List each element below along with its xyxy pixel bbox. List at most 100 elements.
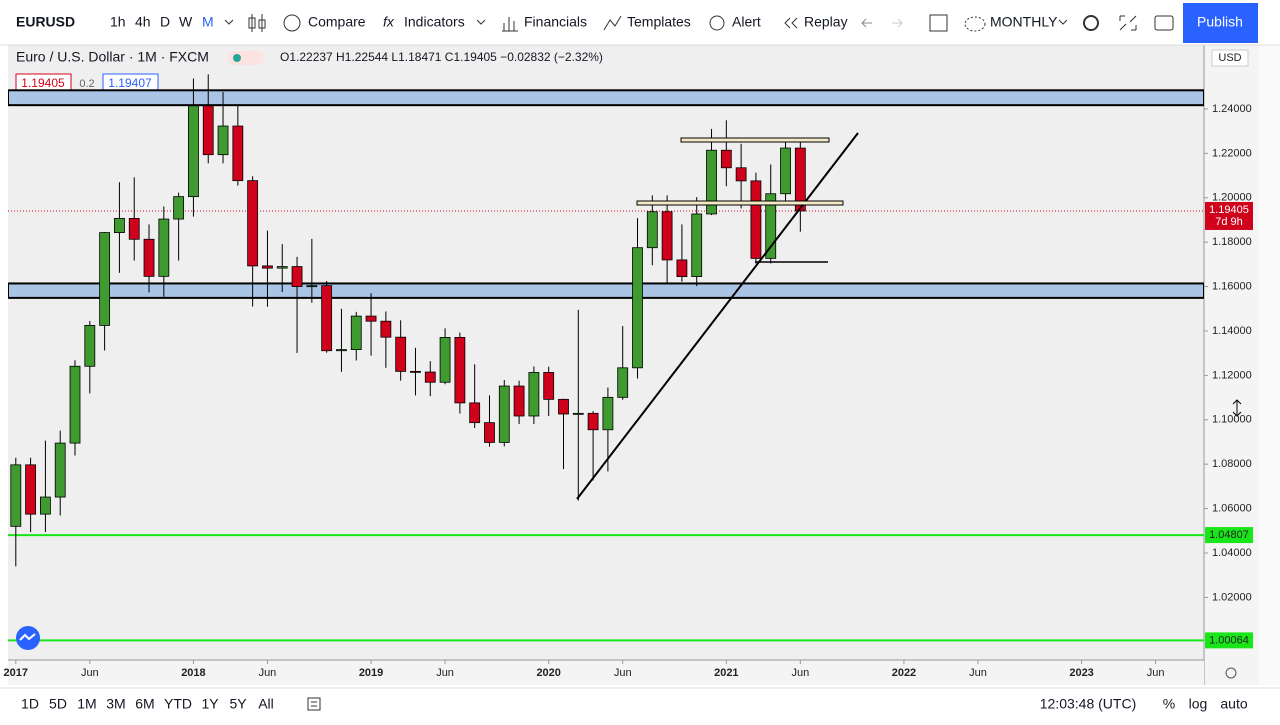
candle-body <box>217 125 229 156</box>
candle-body <box>158 218 170 277</box>
replay-button[interactable]: Replay <box>804 14 848 30</box>
interval[interactable]: D <box>160 14 170 30</box>
undo-icon[interactable] <box>861 18 872 28</box>
dropdown-icon <box>1058 19 1068 25</box>
axis-settings[interactable] <box>1225 667 1237 679</box>
compare-button[interactable]: Compare <box>308 14 366 30</box>
x-tick-label: 2023 <box>1069 667 1093 679</box>
countdown: 7d 9h <box>1215 216 1243 228</box>
candle-body <box>484 422 495 443</box>
templates-button[interactable]: Templates <box>627 14 691 30</box>
layout-name[interactable]: MONTHLY <box>990 14 1058 30</box>
log-toggle[interactable]: log <box>1189 696 1208 712</box>
range-button[interactable]: 1D <box>21 696 39 712</box>
support-box <box>636 200 844 206</box>
candle-body <box>528 372 540 417</box>
drawings <box>576 132 859 500</box>
trend-line <box>576 132 859 500</box>
resistance-box <box>680 137 830 143</box>
range-button[interactable]: 5D <box>49 696 67 712</box>
candle-body <box>114 217 125 234</box>
interval[interactable]: W <box>179 14 193 30</box>
y-tick-label: 1.14000 <box>1212 325 1252 337</box>
candle-body <box>587 412 599 431</box>
alert-button[interactable]: Alert <box>732 14 761 30</box>
footer: 1D 5D 1M 3M 6M YTD 1Y 5Y All <box>21 696 274 712</box>
indicators-icon: fx <box>383 14 395 30</box>
financials-icon <box>502 17 518 32</box>
publish-button[interactable] <box>1183 3 1258 43</box>
symbol[interactable]: EURUSD <box>16 14 75 30</box>
candle-body <box>780 147 791 195</box>
y-tick-label: 1.20000 <box>1212 192 1252 204</box>
candle-body <box>572 412 584 415</box>
y-tick-label: 1.06000 <box>1212 502 1252 514</box>
candle-body <box>173 196 185 220</box>
range-button[interactable]: YTD <box>164 696 192 712</box>
candle-body <box>54 442 66 498</box>
x-tick-label: 2020 <box>536 667 560 679</box>
market-status <box>233 54 241 62</box>
x-tick-label: 2021 <box>714 667 738 679</box>
candle-body <box>99 232 111 326</box>
x-tick-label: 2017 <box>4 667 28 679</box>
candle-body <box>646 211 658 249</box>
date-range-icon[interactable] <box>307 697 321 711</box>
price-label: 1.00064 <box>1209 634 1249 646</box>
fullscreen-select[interactable] <box>929 14 948 32</box>
candle-body <box>202 105 214 156</box>
range-button[interactable]: 1Y <box>201 696 219 712</box>
time-axis <box>8 660 1204 685</box>
candle-body <box>380 320 392 338</box>
y-tick-label: 1.24000 <box>1212 103 1252 115</box>
instrument-name: Euro / U.S. Dollar · 1M · FXCM <box>16 49 209 65</box>
chart-type-icon[interactable] <box>248 14 266 32</box>
percent-toggle[interactable]: % <box>1163 696 1175 712</box>
y-tick-label: 1.12000 <box>1212 369 1252 381</box>
currency-box <box>1211 49 1249 67</box>
candle-body <box>720 149 732 169</box>
y-tick-label: 1.18000 <box>1212 236 1252 248</box>
candle-body <box>276 266 288 269</box>
redo-icon[interactable] <box>892 18 903 28</box>
buy-price: 1.19407 <box>108 76 152 90</box>
candle-body <box>84 325 96 367</box>
x-tick-label: Jun <box>614 667 632 679</box>
range-button[interactable]: 1M <box>77 696 96 712</box>
interval[interactable]: 4h <box>135 14 151 30</box>
candle-body <box>232 125 244 182</box>
sell-price: 1.19405 <box>21 76 65 90</box>
candle-body <box>469 402 481 424</box>
candle-body <box>321 285 333 352</box>
price-zone <box>8 282 1204 299</box>
x-tick-label: Jun <box>791 667 809 679</box>
candle-body <box>691 213 703 277</box>
templates-icon <box>603 15 622 31</box>
y-tick-label: 1.08000 <box>1212 458 1252 470</box>
range-button[interactable]: 5Y <box>229 696 247 712</box>
snapshot-icon[interactable] <box>1154 15 1174 31</box>
auto-toggle[interactable]: auto <box>1220 696 1247 712</box>
candle-body <box>262 265 273 269</box>
interval[interactable]: M <box>202 14 214 30</box>
range-button[interactable]: All <box>258 696 274 712</box>
indicators-button[interactable]: Indicators <box>404 14 465 30</box>
financials-button[interactable]: Financials <box>524 14 587 30</box>
x-tick-label: 2018 <box>181 667 205 679</box>
candle-body <box>558 398 569 415</box>
candle-body <box>365 315 377 322</box>
range-button[interactable]: 6M <box>135 696 154 712</box>
range-button[interactable]: 3M <box>106 696 125 712</box>
y-tick-label: 1.22000 <box>1212 147 1252 159</box>
interval[interactable]: 1h <box>110 14 126 30</box>
expand-icon[interactable] <box>1119 15 1137 31</box>
last-price-label: 1.19405 <box>1209 204 1249 216</box>
plot <box>8 74 1204 642</box>
compare-icon[interactable] <box>283 14 301 32</box>
candle-body <box>10 464 22 527</box>
settings-icon[interactable] <box>1083 15 1099 31</box>
last-price-box <box>1205 201 1253 230</box>
publish-label: Publish <box>1197 14 1243 30</box>
